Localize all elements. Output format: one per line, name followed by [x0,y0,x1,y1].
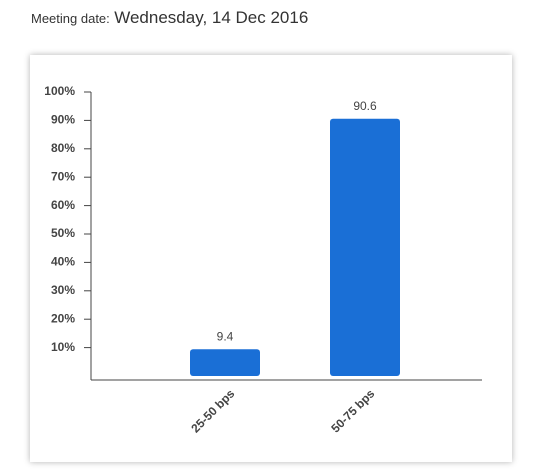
y-tick-label: 30% [51,283,75,297]
y-tick-label: 10% [51,340,75,354]
y-tick-label: 60% [51,198,75,212]
y-tick-label: 100% [44,84,75,98]
y-tick-label: 50% [51,226,75,240]
meeting-date: Wednesday, 14 Dec 2016 [114,8,309,27]
y-tick-label: 40% [51,255,75,269]
y-tick-label: 70% [51,169,75,183]
x-tick-label: 25-50 bps [188,386,237,435]
y-tick-label: 20% [51,311,75,325]
y-tick-label: 90% [51,113,75,127]
y-tick-label: 80% [51,141,75,155]
value-label: 9.4 [217,329,234,343]
bar [330,118,400,377]
value-label: 90.6 [353,99,377,113]
header: Meeting date: Wednesday, 14 Dec 2016 [31,8,308,28]
bar [190,349,260,376]
x-tick-label: 50-75 bps [328,386,377,435]
header-label: Meeting date: [31,11,110,26]
chart-card [30,55,512,462]
